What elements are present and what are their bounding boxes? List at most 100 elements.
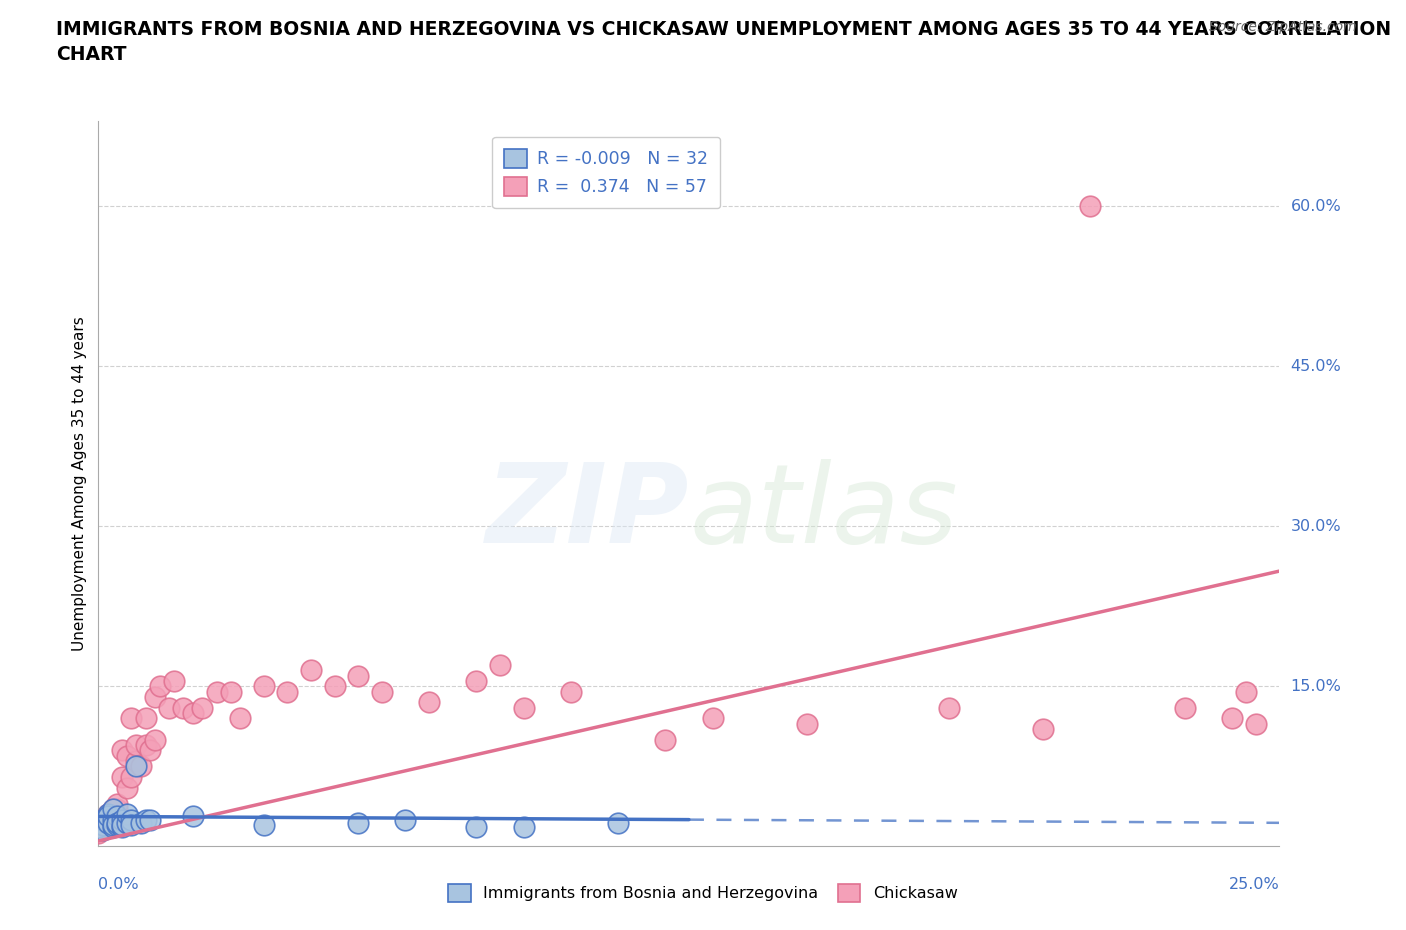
Point — [97, 816, 120, 830]
Legend: R = -0.009   N = 32, R =  0.374   N = 57: R = -0.009 N = 32, R = 0.374 N = 57 — [492, 137, 720, 208]
Point — [253, 817, 276, 832]
Point — [129, 816, 152, 830]
Point — [121, 769, 143, 784]
Point — [139, 812, 162, 827]
Point — [149, 679, 172, 694]
Point — [512, 700, 534, 715]
Point — [512, 819, 534, 834]
Point — [129, 759, 152, 774]
Point — [219, 684, 242, 699]
Point — [111, 817, 134, 832]
Point — [91, 823, 114, 838]
Point — [105, 796, 128, 811]
Legend: Immigrants from Bosnia and Herzegovina, Chickasaw: Immigrants from Bosnia and Herzegovina, … — [441, 878, 965, 908]
Point — [163, 673, 186, 688]
Point — [347, 668, 370, 683]
Point — [101, 817, 124, 832]
Point — [938, 700, 960, 715]
Point — [371, 684, 394, 699]
Text: 15.0%: 15.0% — [1291, 679, 1341, 694]
Text: 60.0%: 60.0% — [1291, 199, 1341, 214]
Point — [111, 812, 134, 827]
Point — [125, 737, 148, 752]
Point — [87, 819, 110, 834]
Point — [299, 663, 322, 678]
Point — [105, 812, 128, 827]
Point — [607, 816, 630, 830]
Point — [121, 817, 143, 832]
Point — [115, 780, 138, 795]
Point — [105, 816, 128, 830]
Point — [101, 812, 124, 827]
Point — [253, 679, 276, 694]
Point — [115, 816, 138, 830]
Point — [172, 700, 194, 715]
Point — [191, 700, 214, 715]
Text: atlas: atlas — [689, 459, 957, 566]
Point — [1234, 684, 1257, 699]
Point — [105, 809, 128, 824]
Text: 30.0%: 30.0% — [1291, 519, 1341, 534]
Point — [1032, 722, 1054, 737]
Point — [418, 695, 440, 710]
Point — [181, 706, 204, 721]
Point — [1220, 711, 1243, 725]
Point — [111, 819, 134, 834]
Point — [101, 817, 124, 832]
Point — [91, 812, 114, 827]
Point — [276, 684, 298, 699]
Text: IMMIGRANTS FROM BOSNIA AND HERZEGOVINA VS CHICKASAW UNEMPLOYMENT AMONG AGES 35 T: IMMIGRANTS FROM BOSNIA AND HERZEGOVINA V… — [56, 20, 1392, 64]
Point — [125, 753, 148, 768]
Point — [135, 711, 157, 725]
Point — [229, 711, 252, 725]
Point — [139, 743, 162, 758]
Point — [157, 700, 180, 715]
Point — [465, 673, 488, 688]
Point — [101, 802, 124, 817]
Point — [111, 743, 134, 758]
Point — [115, 748, 138, 763]
Point — [1080, 199, 1102, 214]
Point — [489, 658, 512, 672]
Y-axis label: Unemployment Among Ages 35 to 44 years: Unemployment Among Ages 35 to 44 years — [72, 316, 87, 651]
Point — [135, 812, 157, 827]
Point — [101, 812, 124, 827]
Point — [97, 817, 120, 832]
Point — [97, 807, 120, 822]
Text: 25.0%: 25.0% — [1229, 877, 1279, 892]
Point — [91, 816, 114, 830]
Point — [121, 711, 143, 725]
Point — [702, 711, 724, 725]
Point — [143, 689, 166, 704]
Point — [347, 816, 370, 830]
Point — [101, 819, 124, 834]
Point — [91, 817, 114, 832]
Point — [323, 679, 346, 694]
Point — [205, 684, 228, 699]
Text: Source: ZipAtlas.com: Source: ZipAtlas.com — [1209, 20, 1357, 34]
Point — [394, 812, 416, 827]
Point — [91, 819, 114, 834]
Point — [97, 807, 120, 822]
Point — [101, 802, 124, 817]
Point — [87, 826, 110, 841]
Point — [465, 819, 488, 834]
Point — [97, 809, 120, 824]
Point — [560, 684, 582, 699]
Point — [111, 769, 134, 784]
Point — [1244, 716, 1267, 731]
Point — [796, 716, 818, 731]
Point — [1174, 700, 1197, 715]
Text: 0.0%: 0.0% — [98, 877, 139, 892]
Point — [105, 817, 128, 832]
Point — [105, 802, 128, 817]
Point — [91, 812, 114, 827]
Text: 45.0%: 45.0% — [1291, 359, 1341, 374]
Point — [135, 737, 157, 752]
Text: ZIP: ZIP — [485, 459, 689, 566]
Point — [125, 759, 148, 774]
Point — [181, 809, 204, 824]
Point — [143, 732, 166, 747]
Point — [121, 812, 143, 827]
Point — [654, 732, 676, 747]
